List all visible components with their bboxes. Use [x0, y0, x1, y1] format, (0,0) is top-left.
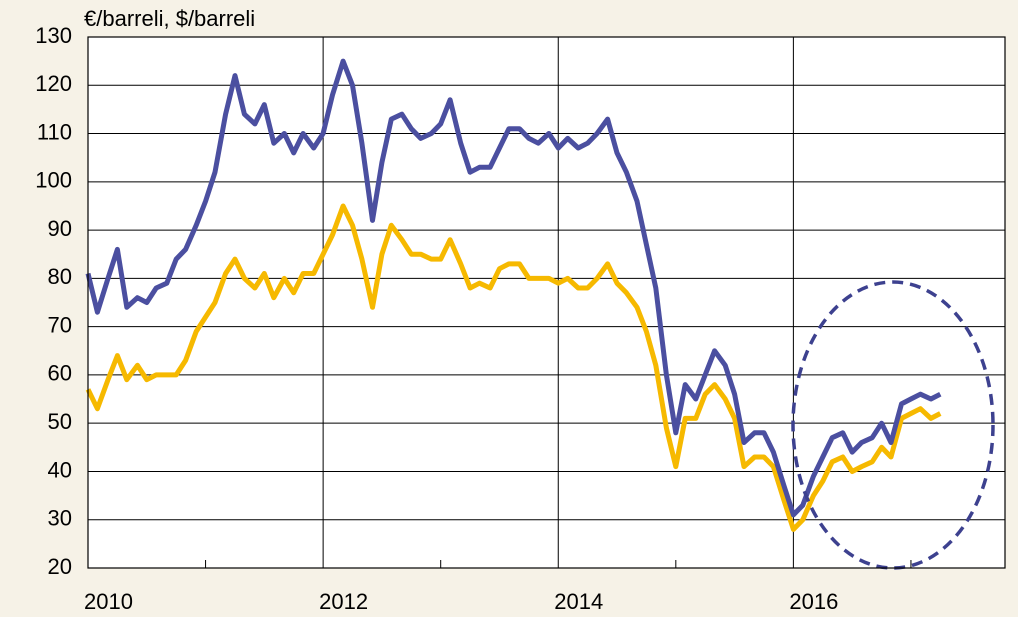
x-tick-label: 2014: [554, 589, 603, 614]
series-line: [85, 203, 942, 532]
y-tick-label: 100: [35, 168, 72, 193]
plot-area: [88, 37, 1005, 568]
y-tick-label: 80: [48, 264, 72, 289]
plot-border: [87, 36, 1006, 569]
highlight-ellipse: [791, 280, 995, 570]
x-tick-label: 2010: [84, 589, 133, 614]
lines: [85, 58, 942, 532]
y-tick-label: 30: [48, 506, 72, 531]
y-tick-label: 60: [48, 361, 72, 386]
y-axis-label: €/barreli, $/barreli: [84, 6, 255, 31]
y-tick-label: 90: [48, 216, 72, 241]
y-tick-label: 120: [35, 71, 72, 96]
y-tick-label: 130: [35, 23, 72, 48]
y-tick-label: 50: [48, 409, 72, 434]
y-tick-label: 40: [48, 457, 72, 482]
y-tick-label: 110: [37, 119, 72, 144]
series-line: [85, 58, 942, 518]
x-tick-label: 2016: [789, 589, 838, 614]
x-tick-label: 2012: [319, 589, 368, 614]
y-tick-label: 70: [48, 312, 72, 337]
y-tick-label: 20: [48, 554, 72, 579]
